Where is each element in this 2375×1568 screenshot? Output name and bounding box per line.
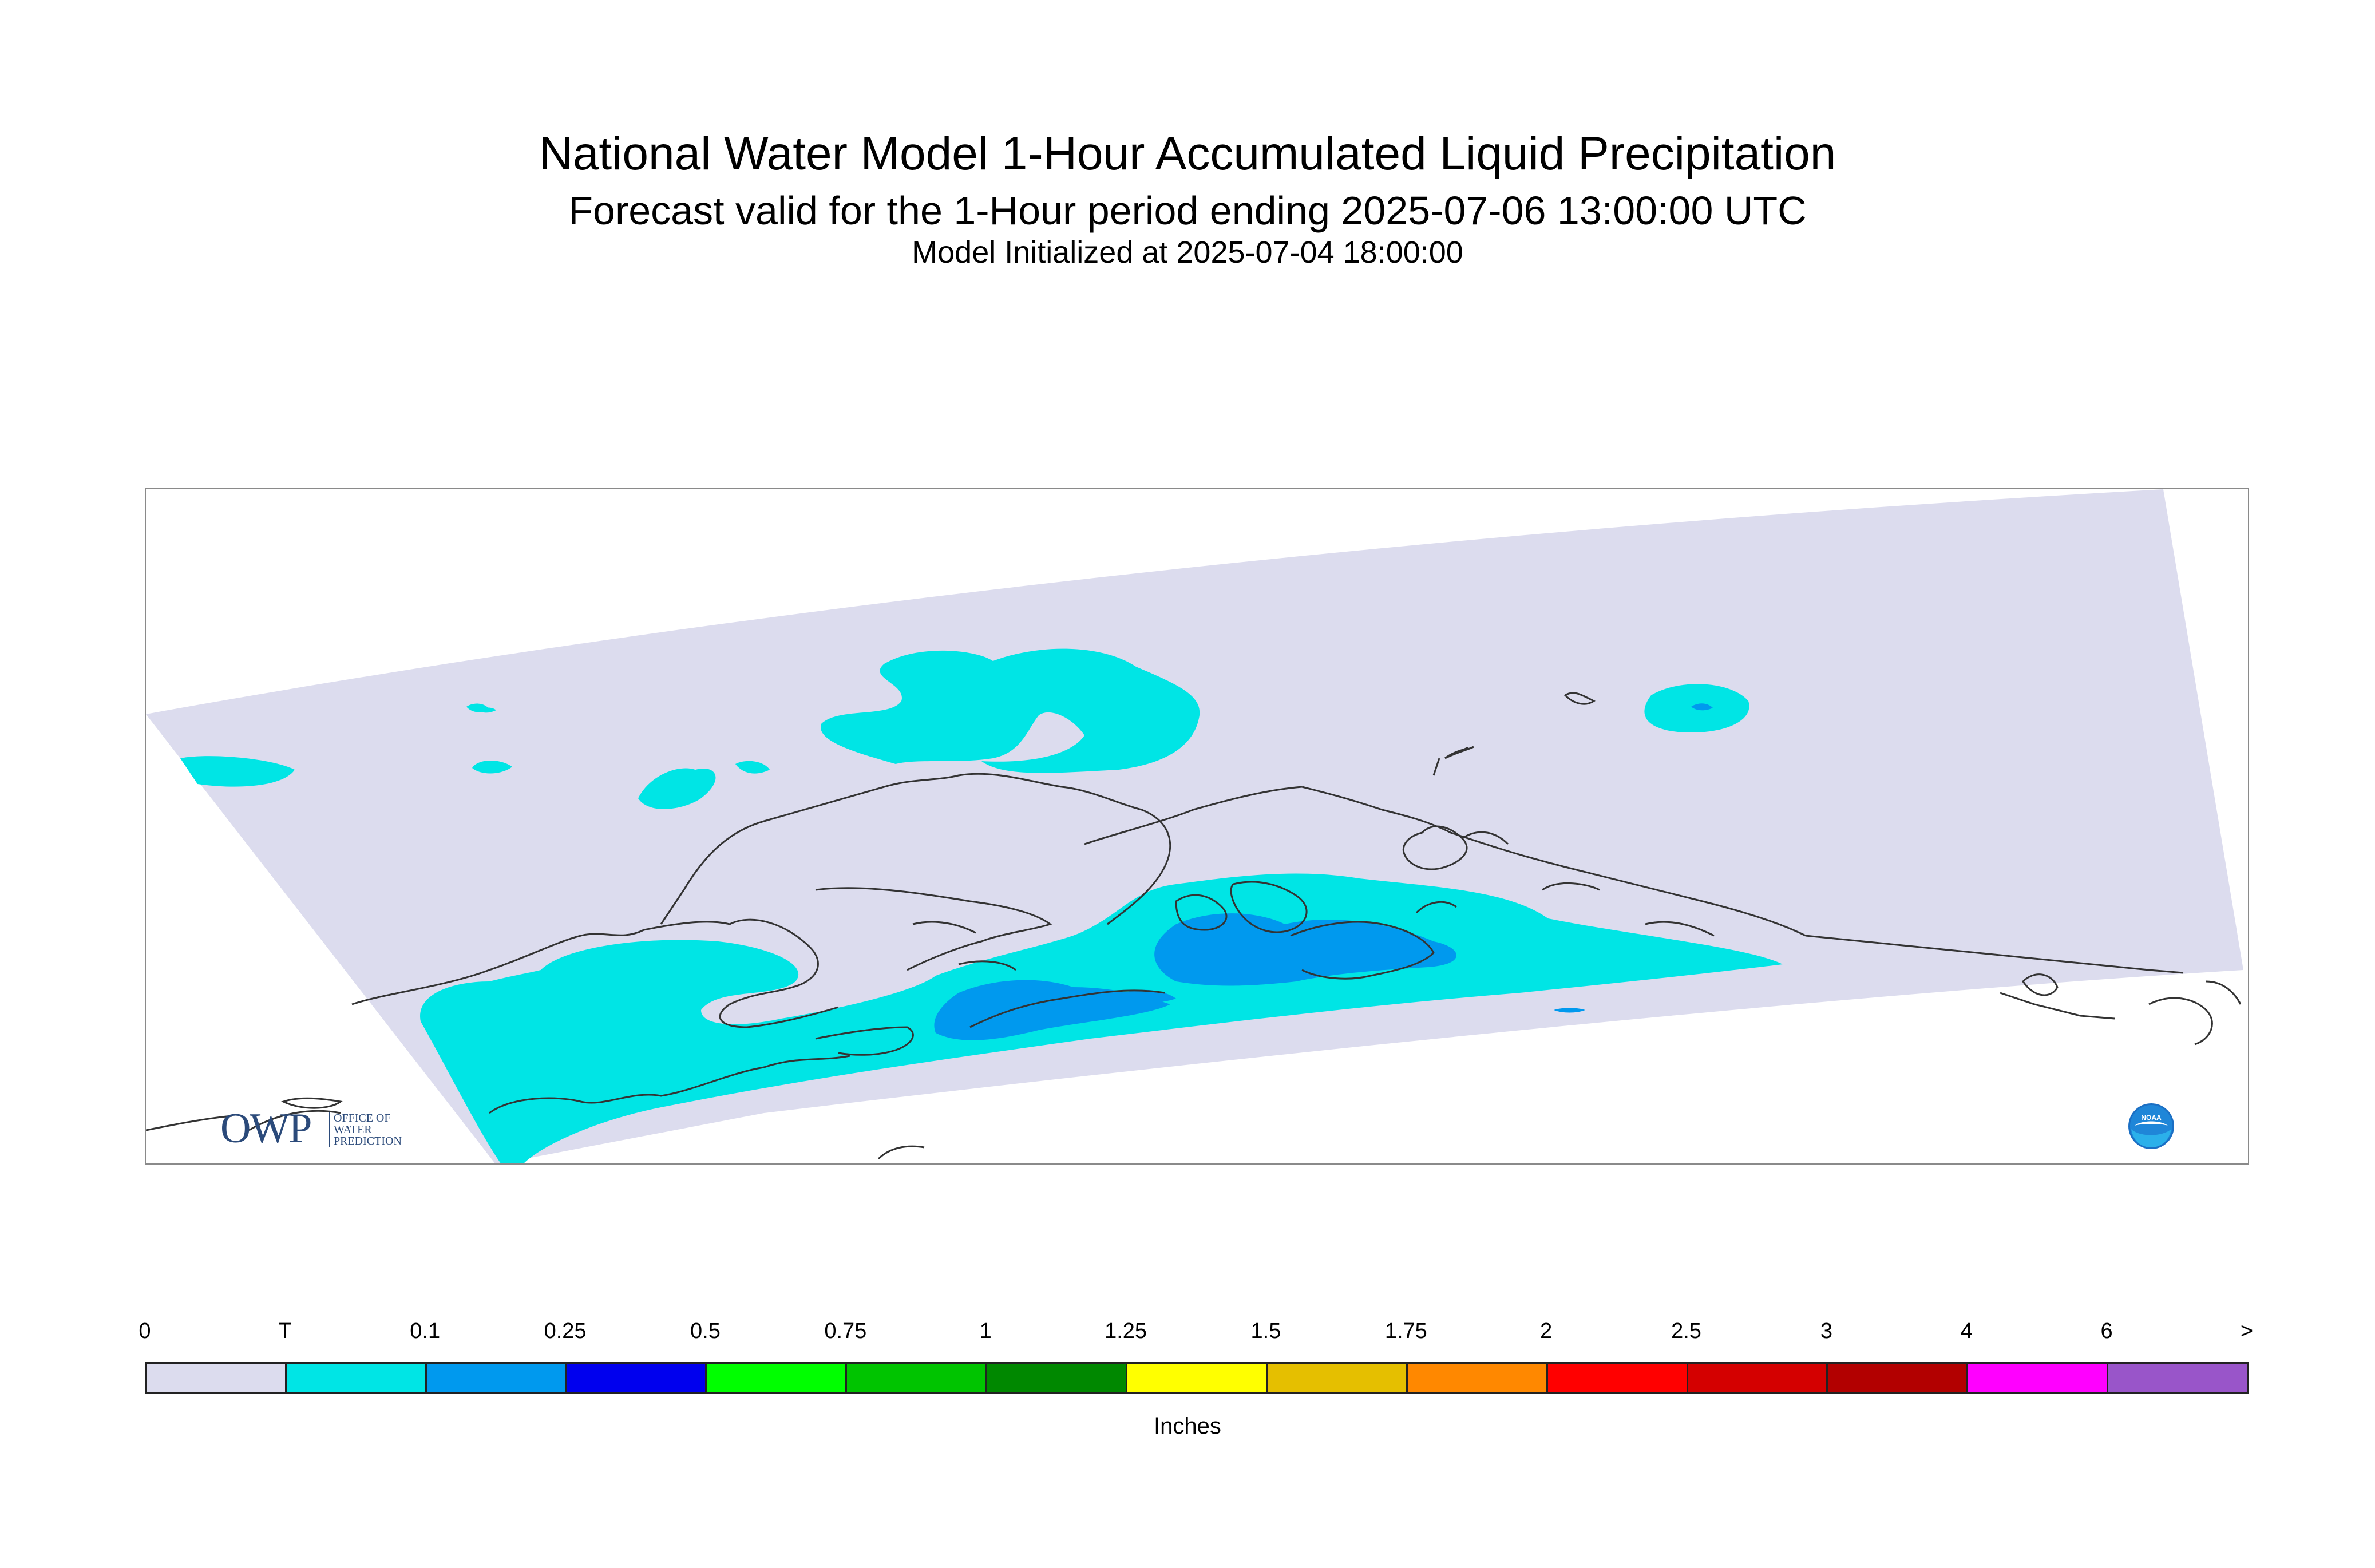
legend-tick-label: 6 (2100, 1319, 2113, 1343)
legend-tick-label: > (2240, 1319, 2254, 1343)
legend-tick-label: 4 (1960, 1319, 1973, 1343)
legend-color-box (425, 1362, 567, 1394)
legend-color-box (1126, 1362, 1268, 1394)
legend-tick-label: T (278, 1319, 292, 1343)
precip-color-legend (145, 1362, 2249, 1396)
map-subtitle: Forecast valid for the 1-Hour period end… (568, 188, 1807, 233)
legend-tick-label: 1 (979, 1319, 992, 1343)
precipitation-map: OWP OFFICE OF WATER PREDICTION NOAA (145, 488, 2249, 1165)
owp-logo-letters: OWP (220, 1105, 312, 1152)
coastlines (146, 692, 2242, 1160)
legend-tick-label: 1.5 (1250, 1319, 1281, 1343)
model-init-line: Model Initialized at 2025-07-04 18:00:00 (912, 235, 1463, 270)
legend-color-box (1966, 1362, 2109, 1394)
noaa-logo: NOAA (2128, 1103, 2174, 1149)
legend-color-box (1546, 1362, 1688, 1394)
legend-tick-label: 0.1 (410, 1319, 441, 1343)
legend-color-box (284, 1362, 427, 1394)
legend-color-box (1406, 1362, 1548, 1394)
owp-sub-line-3: PREDICTION (334, 1135, 402, 1147)
light-precip-areas (934, 703, 1713, 1040)
legend-tick-label: 3 (1820, 1319, 1832, 1343)
legend-tick-label: 2.5 (1671, 1319, 1701, 1343)
legend-color-box (2107, 1362, 2249, 1394)
legend-color-box (145, 1362, 287, 1394)
map-title: National Water Model 1-Hour Accumulated … (539, 128, 1836, 180)
legend-tick-label: 1.75 (1384, 1319, 1427, 1343)
legend-tick-label: 0 (138, 1319, 151, 1343)
owp-logo-subtext: OFFICE OF WATER PREDICTION (329, 1112, 402, 1147)
legend-color-box (565, 1362, 707, 1394)
legend-tick-label: 0.75 (824, 1319, 867, 1343)
owp-sub-line-2: WATER (334, 1123, 372, 1136)
legend-tick-label: 0.25 (544, 1319, 587, 1343)
legend-color-box (1686, 1362, 1828, 1394)
legend-units-label: Inches (1154, 1413, 1221, 1439)
legend-color-box (985, 1362, 1128, 1394)
legend-color-box (1265, 1362, 1408, 1394)
legend-tick-label: 0.5 (690, 1319, 721, 1343)
map-canvas (146, 489, 2243, 1163)
owp-sub-line-1: OFFICE OF (334, 1112, 391, 1124)
legend-color-box (705, 1362, 848, 1394)
legend-color-box (845, 1362, 988, 1394)
noaa-logo-text: NOAA (2141, 1114, 2162, 1122)
legend-tick-label: 1.25 (1105, 1319, 1147, 1343)
legend-color-box (1826, 1362, 1969, 1394)
legend-tick-label: 2 (1540, 1319, 1553, 1343)
